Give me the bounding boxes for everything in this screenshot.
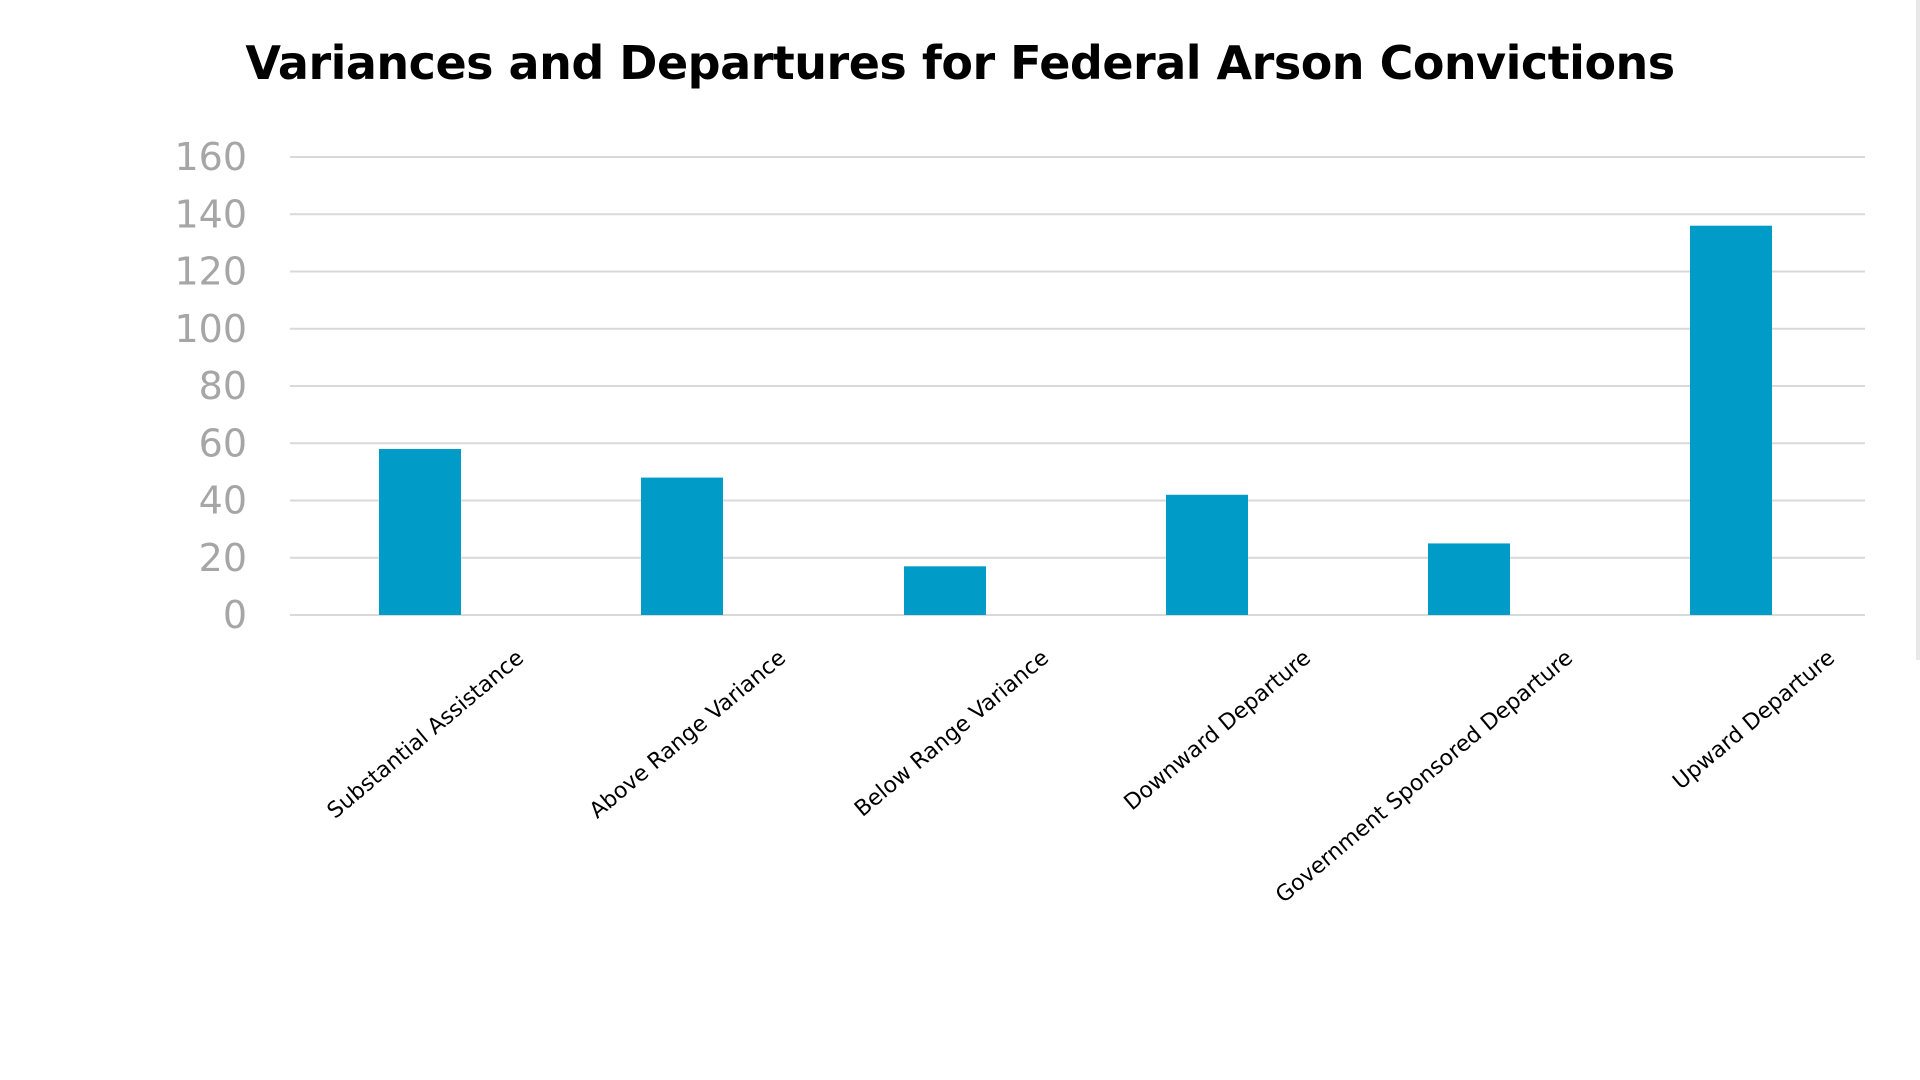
bar-above-range-variance: [641, 477, 723, 615]
bar-below-range-variance: [904, 566, 986, 615]
chart-title: Variances and Departures for Federal Ars…: [245, 36, 1675, 90]
bar-substantial-assistance: [379, 448, 461, 615]
y-tick-label: 140: [174, 192, 247, 236]
y-tick-label: 60: [199, 421, 247, 465]
x-tick-label: Upward Departure: [1668, 645, 1839, 795]
x-tick-label: Substantial Assistance: [323, 645, 529, 824]
y-tick-label: 100: [174, 307, 247, 351]
x-tick-label: Downward Departure: [1120, 645, 1316, 815]
bar-upward-departure: [1690, 225, 1772, 615]
y-tick-label: 40: [199, 479, 247, 523]
right-edge-border: [1916, 0, 1920, 660]
bar-downward-departure: [1166, 494, 1248, 615]
y-tick-label: 120: [174, 250, 247, 294]
y-tick-label: 20: [199, 536, 247, 580]
y-tick-label: 80: [199, 364, 247, 408]
x-tick-label: Below Range Variance: [850, 645, 1054, 822]
y-tick-label: 160: [174, 135, 247, 179]
x-tick-label: Above Range Variance: [585, 645, 791, 823]
x-tick-label: Government Sponsored Departure: [1271, 645, 1578, 908]
y-tick-label: 0: [223, 593, 247, 637]
bar-government-sponsored-departure: [1428, 543, 1510, 615]
